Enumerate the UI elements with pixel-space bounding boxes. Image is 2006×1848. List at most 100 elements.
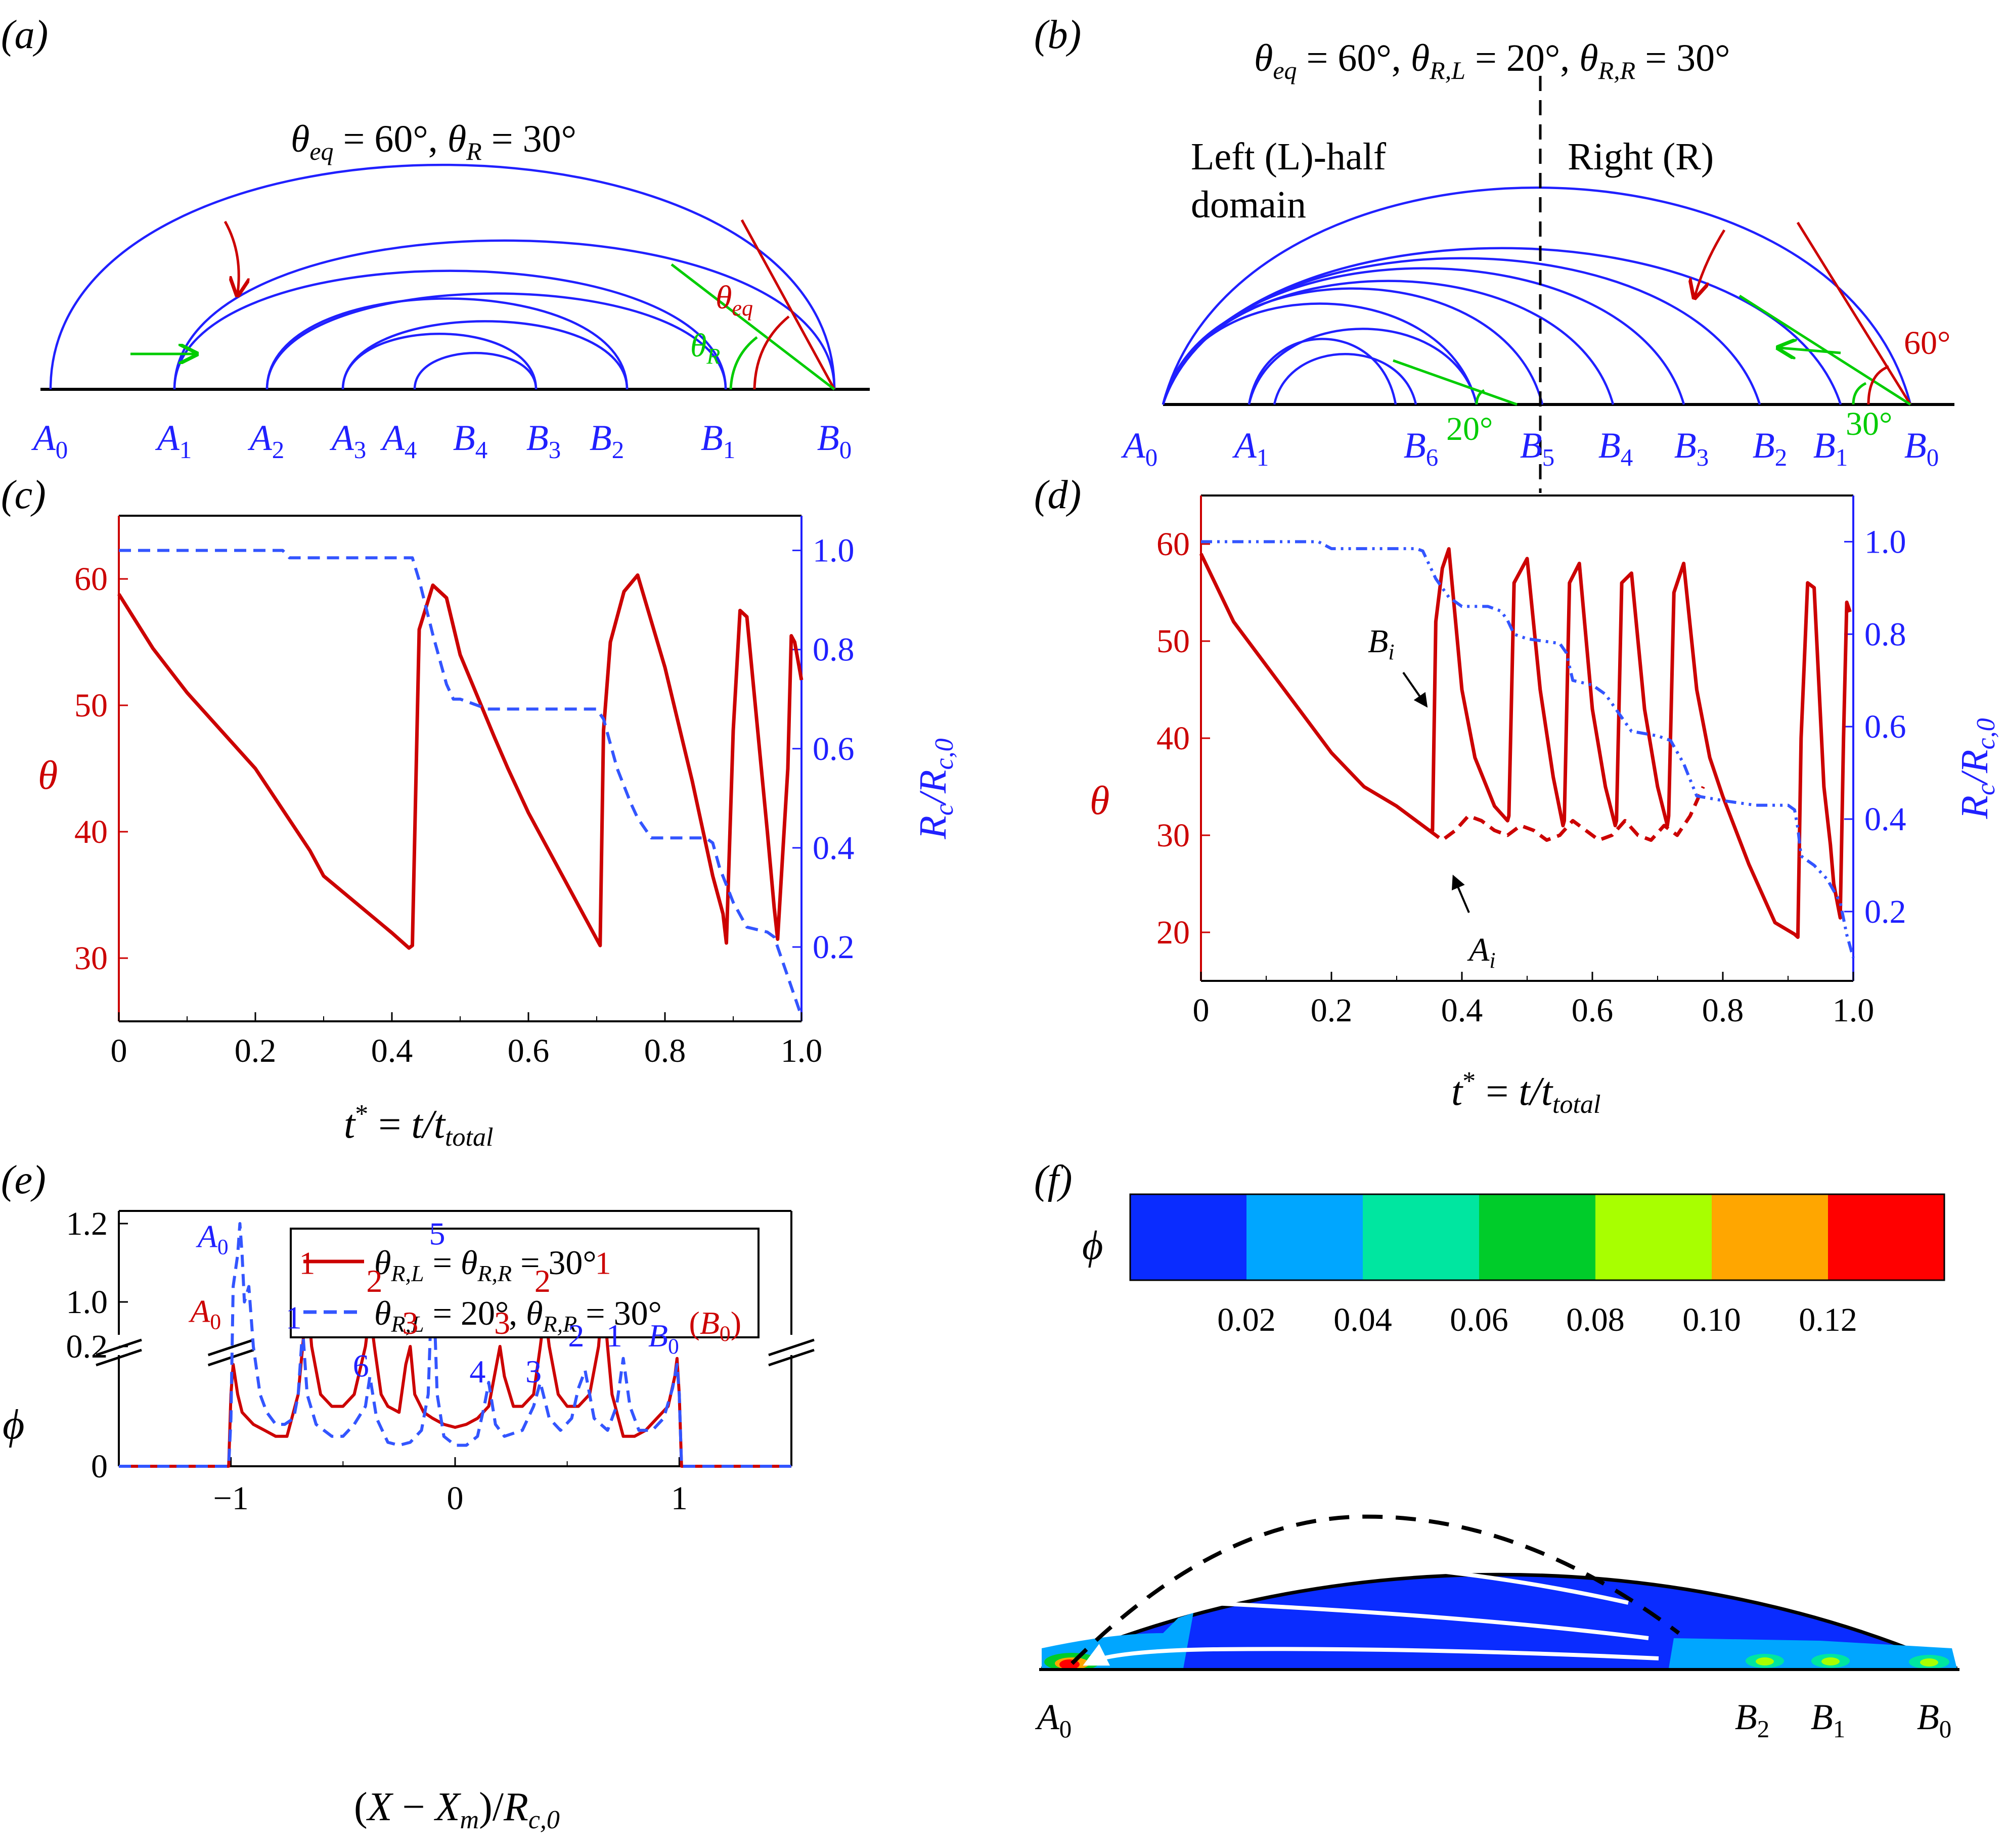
- panel-a-label-a3: A3: [330, 418, 366, 464]
- panel-b-left-label-1: Left (L)-half: [1191, 136, 1387, 178]
- panel-f-hotspot-b1-core: [1821, 1657, 1840, 1665]
- chartE-break-1-left: [96, 1338, 142, 1357]
- chartE-ytick-label-2: 1.0: [66, 1284, 108, 1321]
- chartD-xtick-label-0: 0: [1193, 992, 1210, 1029]
- panel-f-colorbar-cell-3: [1479, 1194, 1596, 1280]
- chartD-ytick-left-label-1: 30: [1156, 817, 1190, 854]
- panel-b-profile-8: [1247, 338, 1397, 405]
- panel-b-left-label-2: domain: [1191, 184, 1306, 226]
- panel-a-label-a2: A2: [248, 418, 284, 464]
- panel-d-annotation-ai: Ai: [1467, 931, 1496, 973]
- panel-d-ylabel-left: θ: [1090, 779, 1109, 823]
- chartC-xtick-label-4: 0.8: [644, 1032, 686, 1069]
- panel-f-label-b1: B1: [1811, 1697, 1845, 1743]
- panel-c-ylabel-right: Rc/Rc,0: [912, 738, 959, 839]
- panel-f-tag: (f): [1034, 1158, 1073, 1202]
- panel-f-colorbar-cell-0: [1130, 1194, 1247, 1280]
- panel-b-label-b0: B0: [1904, 425, 1939, 471]
- chartC-ytick-left-label-1: 40: [74, 814, 108, 850]
- panel-a-profile-6: [341, 333, 538, 390]
- panel-e-chart: −1 0 1 0 0.2 1.0 1.2: [66, 1205, 815, 1517]
- panel-f-label-b0: B0: [1917, 1697, 1951, 1743]
- chartD-xtick-label-4: 0.8: [1702, 992, 1744, 1029]
- panel-b-tag: (b): [1034, 13, 1081, 57]
- panel-f-colorbar-tick-3: 0.08: [1566, 1301, 1625, 1338]
- panel-b-label-b5: B5: [1520, 425, 1554, 471]
- panel-e-legend-blue: θR,L = 20°, θR,R = 30°: [374, 1294, 662, 1337]
- chartE-blue-peak-label-4: 4: [469, 1354, 485, 1389]
- panel-a-angle-eq-arc: [753, 315, 790, 390]
- chartE-blue-peak-label-3: 5: [429, 1216, 445, 1252]
- chartC-ytick-right-label-1: 0.4: [813, 830, 855, 867]
- panel-b-label-b1: B1: [1813, 425, 1848, 471]
- panel-b-angle-30-arc: [1852, 382, 1867, 405]
- chartE-red-peak-label-5: 2: [534, 1263, 551, 1299]
- panel-a-angle-r-label: θR: [690, 327, 720, 369]
- panel-f-colorbar-cell-5: [1712, 1194, 1829, 1280]
- panel-e-legend-red: θR,L = θR,R = 30°: [374, 1243, 597, 1286]
- chartE-break-1-mid: [207, 1338, 254, 1357]
- panel-a-angle-r-arc: [729, 336, 758, 390]
- chartE-blue-peak-label-0: A0: [196, 1219, 229, 1259]
- chartE-red-peak-label-1: 1: [299, 1245, 315, 1281]
- chartD-xtick-label-2: 0.4: [1441, 992, 1483, 1029]
- panel-a-label-a1: A1: [155, 418, 192, 464]
- chartE-blue-peak-label-5: 3: [525, 1354, 542, 1389]
- panel-a-tag: (a): [1, 13, 48, 57]
- panel-f-label-a0: A0: [1035, 1697, 1072, 1743]
- panel-f-streamline-3: [1083, 1644, 1659, 1666]
- panel-d: (d) 0 0.2 0.4 0.6 0.8 1.020304050600.20.40.60…: [1034, 473, 2000, 1119]
- panel-b-title: θeq = 60°, θR,L = 20°, θR,R = 30°: [1254, 37, 1730, 84]
- chartE-ytick-label-0: 0: [91, 1448, 108, 1485]
- chartD-ytick-left-label-4: 60: [1156, 526, 1190, 563]
- panel-f-colorbar-tick-5: 0.12: [1799, 1301, 1857, 1338]
- panel-b-angle-20-arc: [1475, 389, 1485, 405]
- panel-b-profile-9: [1273, 353, 1417, 405]
- panel-b-label-a0: A0: [1121, 425, 1157, 471]
- chartC-ytick-right-label-3: 0.8: [813, 632, 855, 668]
- panel-b-label-a1: A1: [1232, 425, 1269, 471]
- panel-b-label-b2: B2: [1753, 425, 1787, 471]
- panel-a-red-arrow: [224, 220, 239, 293]
- panel-f-colorbar-cell-1: [1246, 1194, 1363, 1280]
- chartE-xtick-label-0: −1: [213, 1480, 249, 1517]
- panel-d-ylabel-right: Rc/Rc,0: [1953, 718, 2000, 819]
- panel-a-droplet-profiles: [49, 164, 836, 390]
- panel-d-annotation-bi: Bi: [1368, 623, 1395, 664]
- chartE-red-peak-label-7: (B0): [689, 1305, 741, 1346]
- panel-b-angle-60: 60°: [1904, 325, 1950, 362]
- chartD-ytick-left-label-0: 20: [1156, 914, 1190, 951]
- panel-a-profile-3: [265, 292, 727, 390]
- panel-c: (c) 0 0.2 0.4 0.6 0.8 1.0 30 40 50 60 0.2 0.4 0.6 0.8…: [1, 473, 959, 1152]
- panel-b-tangent-20: [1393, 359, 1518, 406]
- panel-f-colorbar-label: ϕ: [1082, 1224, 1103, 1268]
- panel-a-label-b3: B3: [526, 418, 561, 464]
- chartE-ytick-label-3: 1.2: [66, 1205, 108, 1242]
- panel-b-label-b3: B3: [1674, 425, 1709, 471]
- panel-d-arrow-ai: [1451, 874, 1470, 913]
- chartE-break-2-right: [768, 1348, 815, 1367]
- chartE-red-peak-label-4: 3: [494, 1305, 510, 1341]
- panel-b-red-arrow: [1695, 229, 1726, 296]
- chartC-xtick-label-1: 0.2: [235, 1032, 277, 1069]
- chartC-xtick-label-0: 0: [111, 1032, 127, 1069]
- panel-d-chart: 0 0.2 0.4 0.6 0.8 1.0 20 30 40 50 60 0.2 0.4 0.6 0.8 1.…: [1156, 494, 1906, 1029]
- chartD-ytick-right-label-4: 1.0: [1864, 523, 1906, 560]
- chartE-ytick-label-1: 0.2: [66, 1328, 108, 1365]
- panel-b-angle-20: 20°: [1446, 411, 1493, 447]
- panel-b-profile-5: [1162, 287, 1544, 405]
- panel-f-colorbar: 0.02 0.04 0.06 0.08 0.10 0.12: [1129, 1193, 1945, 1338]
- chartD-series-1: [1428, 786, 1705, 842]
- chartC-series-1: [119, 549, 803, 1017]
- panel-c-ylabel-left: θ: [38, 753, 58, 798]
- panel-f-colorbar-frame: [1129, 1193, 1945, 1281]
- panel-a-profile-4: [265, 297, 629, 390]
- panel-f-right-light-zone: [1669, 1638, 1957, 1669]
- chartD-ytick-right-label-0: 0.2: [1864, 893, 1906, 930]
- panel-b-angle-30: 30°: [1846, 405, 1892, 442]
- panel-f-colorbar-cell-4: [1595, 1194, 1712, 1280]
- chartE-red-peak-label-2: 2: [366, 1263, 382, 1299]
- chartE-blue-peak-label-1: 1: [286, 1299, 302, 1335]
- panel-b-profile-1: [1162, 247, 1842, 405]
